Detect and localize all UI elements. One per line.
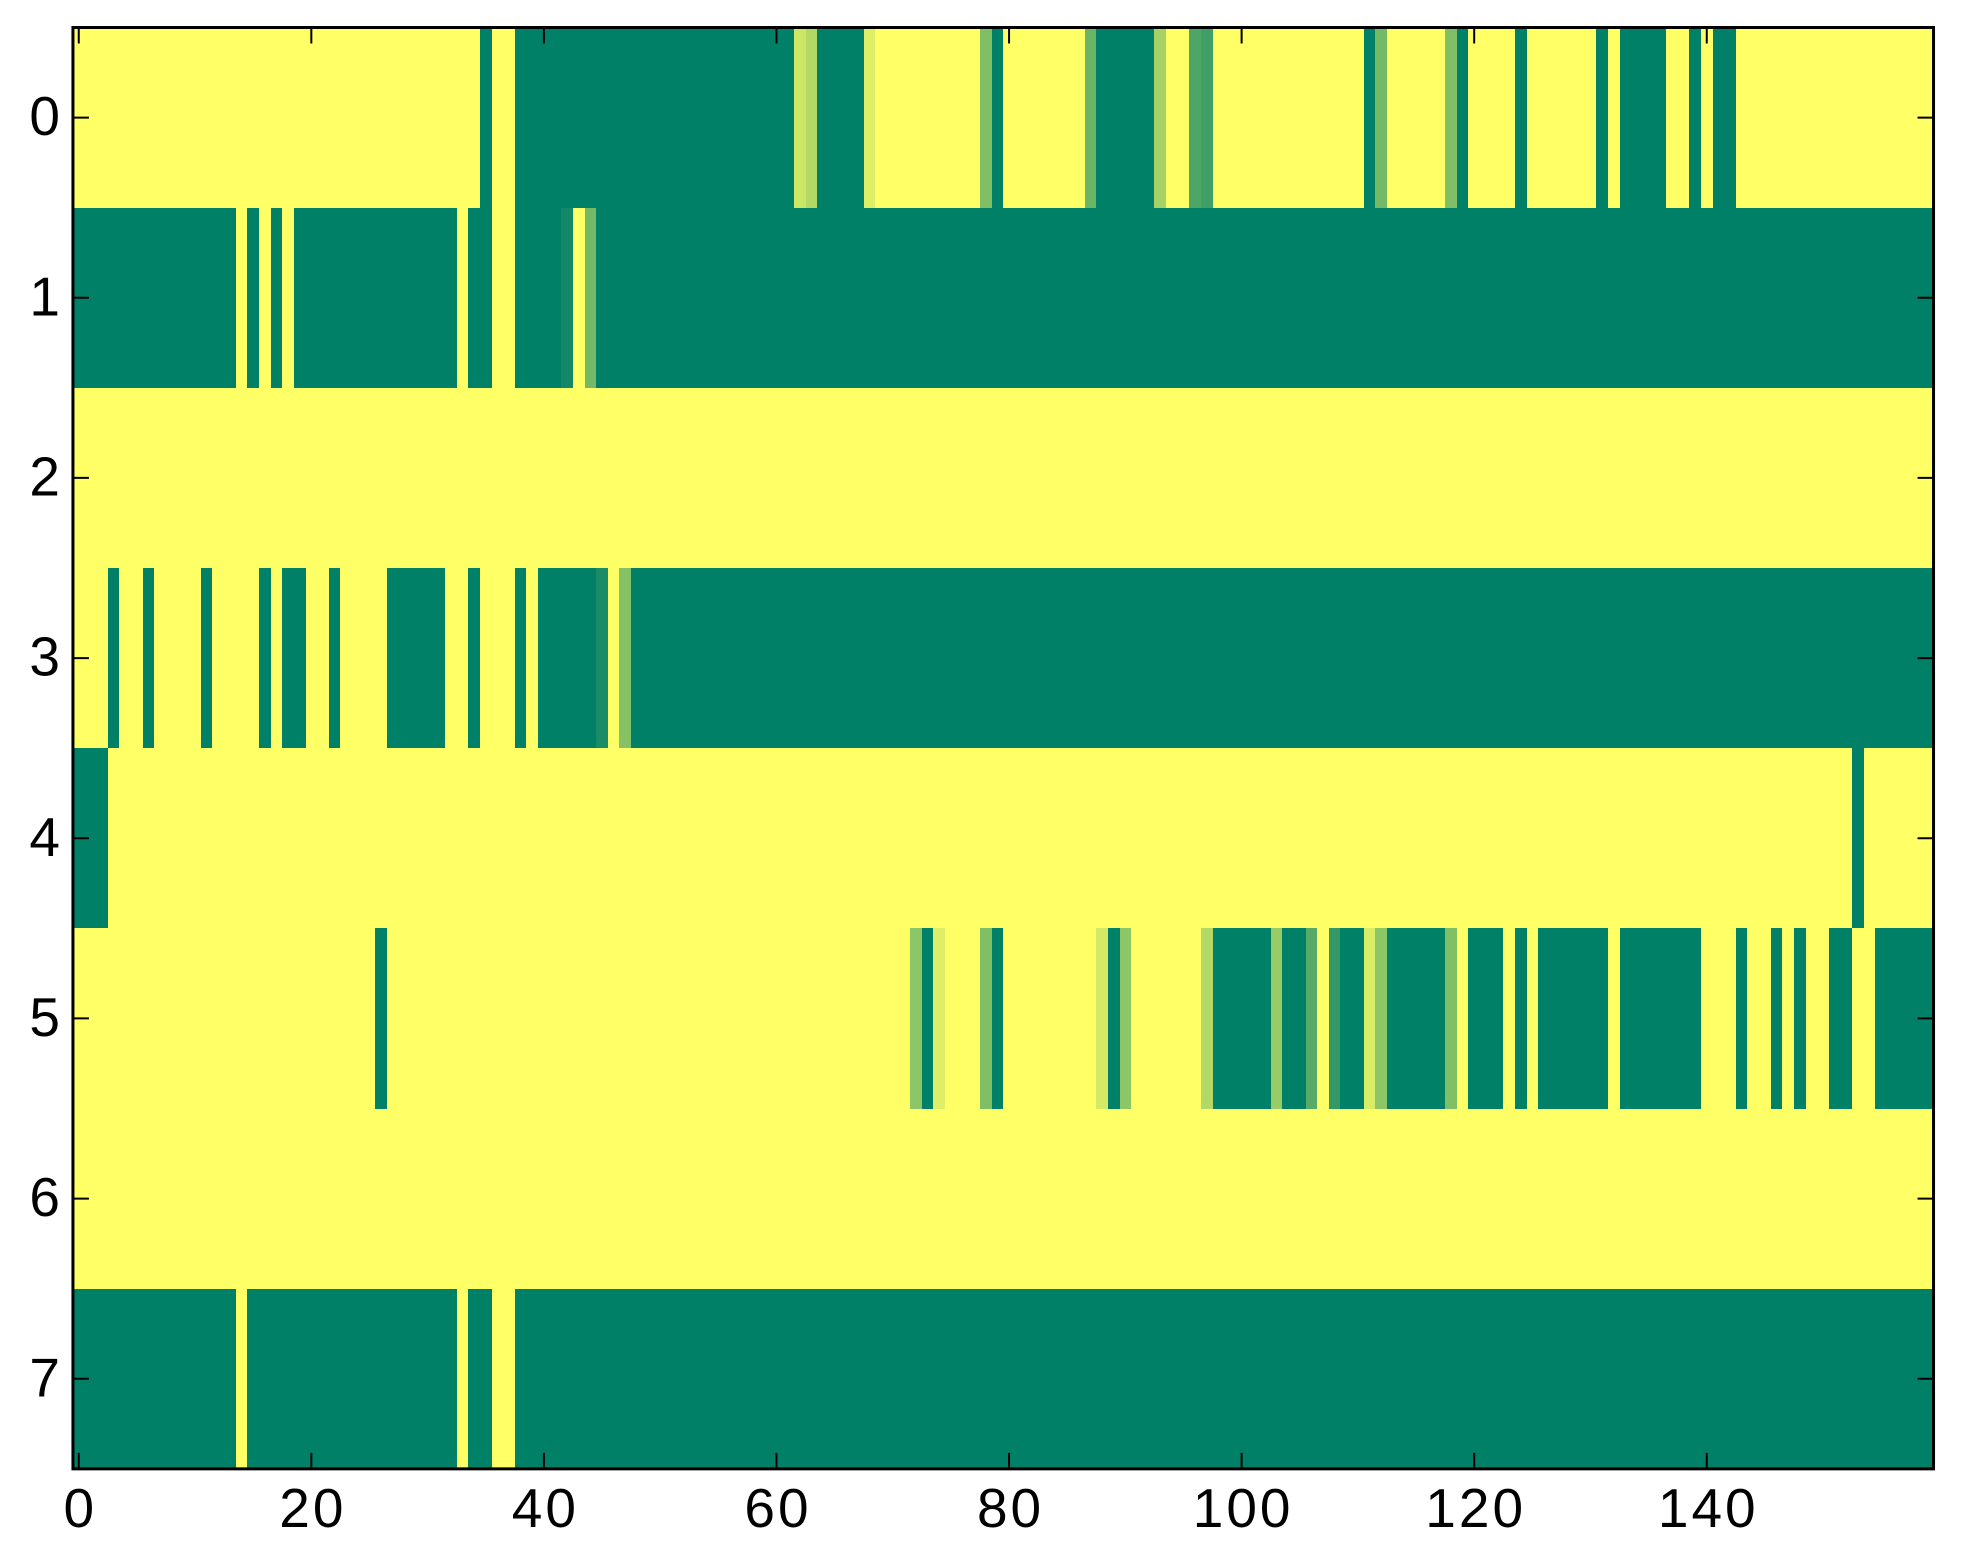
svg-text:2: 2 bbox=[29, 445, 60, 507]
svg-text:100: 100 bbox=[1193, 1477, 1294, 1539]
svg-text:40: 40 bbox=[512, 1477, 579, 1539]
svg-text:7: 7 bbox=[29, 1346, 60, 1408]
svg-text:80: 80 bbox=[977, 1477, 1044, 1539]
svg-text:5: 5 bbox=[29, 986, 60, 1048]
svg-text:0: 0 bbox=[29, 85, 60, 147]
svg-text:1: 1 bbox=[29, 265, 60, 327]
svg-text:6: 6 bbox=[29, 1166, 60, 1228]
svg-text:60: 60 bbox=[744, 1477, 811, 1539]
svg-text:0: 0 bbox=[63, 1477, 97, 1539]
svg-text:140: 140 bbox=[1658, 1477, 1759, 1539]
svg-text:20: 20 bbox=[279, 1477, 346, 1539]
svg-text:3: 3 bbox=[29, 626, 60, 688]
svg-text:120: 120 bbox=[1425, 1477, 1526, 1539]
svg-text:4: 4 bbox=[29, 806, 60, 868]
